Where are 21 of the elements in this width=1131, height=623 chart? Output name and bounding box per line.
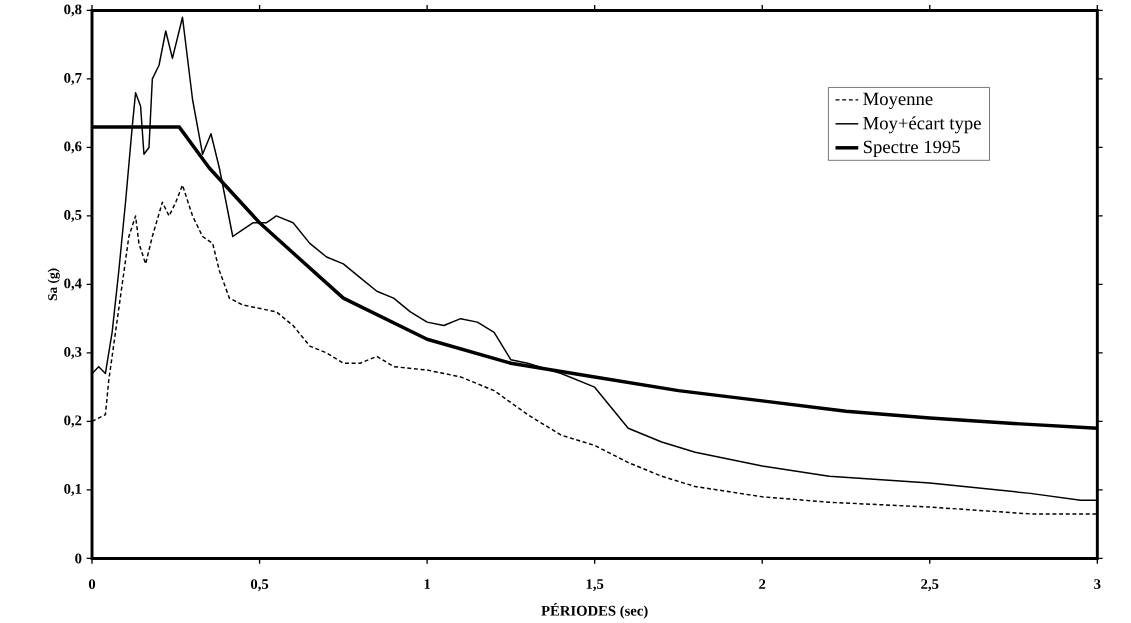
x-tick-label: 1,5 (586, 579, 604, 592)
x-axis-title: PÉRIODES (sec) (541, 602, 648, 619)
y-tick-label: 0,3 (64, 346, 82, 359)
y-tick-label: 0,4 (64, 278, 82, 291)
y-tick-label: 0 (75, 553, 82, 564)
y-tick-label: 0,8 (64, 4, 82, 17)
x-tick-label: 2 (759, 579, 766, 589)
y-tick-label: 0,7 (64, 72, 82, 85)
y-tick-label: 0,5 (64, 209, 82, 222)
legend-label: Moy+écart type (863, 116, 981, 134)
x-tick-label: 1 (424, 579, 431, 589)
x-tick-label: 0,5 (250, 579, 269, 592)
y-tick-label: 0,6 (64, 141, 82, 154)
x-tick-label: 3 (1094, 579, 1101, 589)
y-tick-label: 0,1 (64, 483, 82, 496)
y-tick-label: 0,2 (64, 415, 82, 428)
x-tick-label: 2,5 (921, 579, 939, 592)
y-axis-title: Sa (g) (47, 268, 60, 301)
legend-label: Spectre 1995 (863, 140, 960, 157)
x-tick-label: 0 (88, 579, 96, 589)
legend-label: Moyenne (863, 92, 933, 109)
